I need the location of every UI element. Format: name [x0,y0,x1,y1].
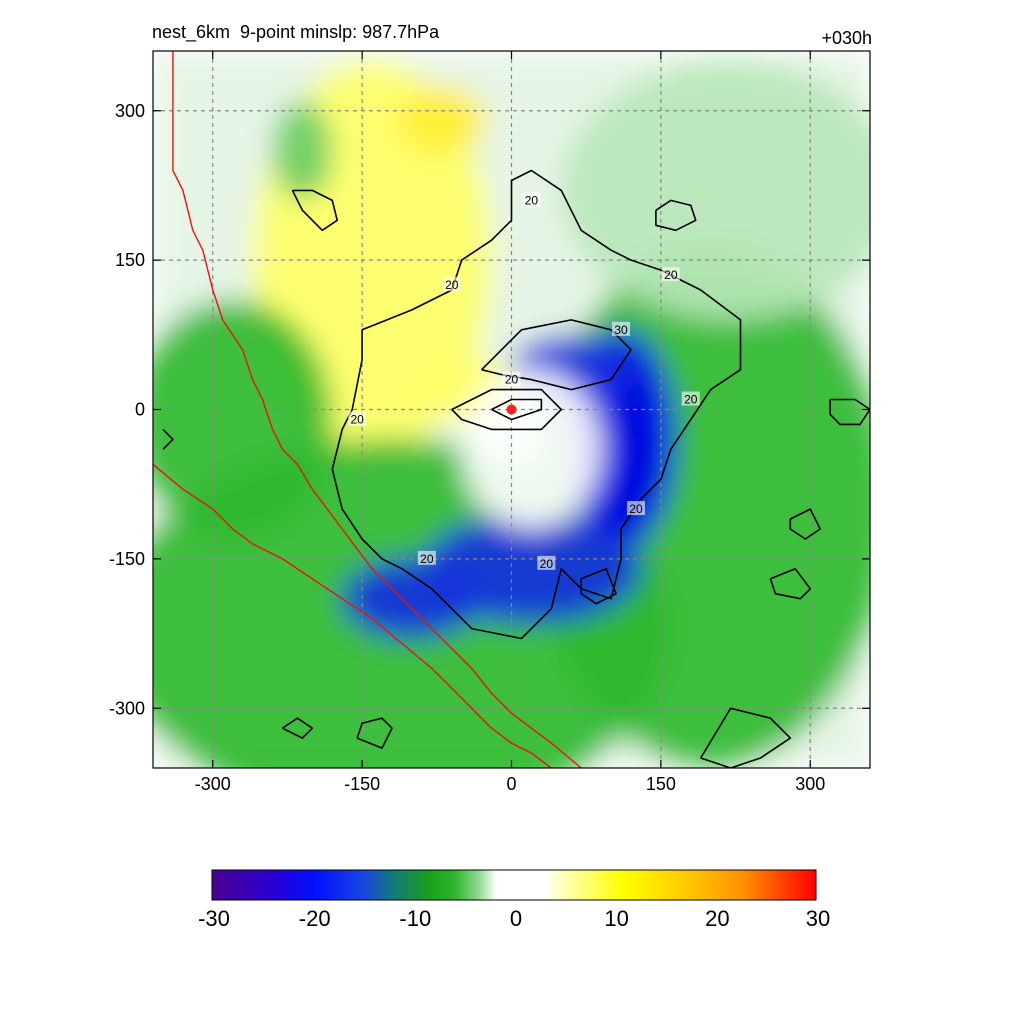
contour-label: 20 [417,550,436,566]
contour-labels: 20 20 20 30 20 20 20 20 20 20 [348,192,700,571]
field-green-west [153,299,333,539]
contour-line [451,388,563,431]
contour-label-bg [626,501,645,516]
contour-label-text: 20 [684,393,698,407]
contour-label: 20 [681,391,700,407]
colorbar-tick-label: 30 [806,906,830,931]
colorbar-tick-label: -10 [399,906,431,931]
contour-line [700,707,792,768]
colorbar-bar [211,869,817,901]
contour-label: 30 [612,321,631,337]
contour-label-bg [681,391,700,406]
y-tick-label: -150 [109,549,145,569]
contour-label: 20 [626,501,645,516]
center-marker-layer [506,404,517,415]
y-tick-label: -300 [109,698,145,718]
x-tick-label: 0 [506,774,516,794]
field-layer [153,51,870,768]
contour-line [769,568,812,600]
boundary-lines [153,51,582,768]
field-blue-arc-southwest [342,558,482,639]
contour-label-text: 30 [614,323,628,337]
contour-label-bg [522,192,541,207]
contour-line [162,428,174,450]
boundary-line [153,463,552,768]
axis-layer: -300 -150 0 150 300 300 150 0 -150 -300 [109,51,870,794]
contour-line [282,717,314,739]
contour-line [789,508,821,540]
contour-line [356,717,393,749]
colorbar-tick-label: -30 [198,906,230,931]
contour-label-text: 20 [505,373,519,387]
contour-label-bg [417,550,436,565]
colorbar-tick-label: -20 [299,906,331,931]
field-green-north [561,60,870,320]
contour-line [655,199,697,232]
colorbar-tick-label: 20 [705,906,729,931]
contour-label-bg [502,371,521,386]
y-tick-label: 0 [135,400,145,420]
contour-line [580,568,617,605]
contour-label: 20 [348,411,367,426]
contour-label: 20 [522,192,541,207]
contour-label-text: 20 [540,557,554,571]
contour-label: 20 [537,555,556,571]
contour-label-text: 20 [525,193,539,207]
y-tick-label: 300 [115,101,145,121]
field-green-northwest-streak [272,100,333,201]
contour-line [491,398,543,421]
y-tick-label: 150 [115,250,145,270]
contour-label: 20 [442,277,461,292]
boundary-line [172,51,582,768]
contour-label-text: 20 [445,278,459,292]
storm-center-marker [506,404,517,415]
field-white-eye [461,369,602,529]
contour-line [291,189,338,232]
contour-label: 20 [661,267,680,282]
colorbar-tick-label: 10 [604,906,628,931]
contour-label-bg [661,267,680,282]
contour-label-text: 20 [420,552,434,566]
contour-label-bg [537,555,556,570]
x-tick-label: 150 [646,774,676,794]
x-tick-label: -150 [344,774,380,794]
contour-label-bg [442,277,461,292]
chart-title: nest_6km 9-point minslp: 987.7hPa [152,22,440,42]
x-tick-label: -300 [195,774,231,794]
field-blobs [153,51,870,768]
contour-line [829,398,870,426]
colorbar: -30 -20 -10 0 10 20 30 [198,869,830,931]
contour-label-bg [612,321,631,336]
x-tick-label: 300 [795,774,825,794]
colorbar-tick-label: 0 [510,906,522,931]
contour-line [331,169,742,640]
contour-label-bg [348,411,367,426]
forecast-hour-label: +030h [821,28,872,48]
contour-label-text: 20 [664,268,678,282]
contour-label: 20 [502,371,521,387]
contour-label-text: 20 [350,412,364,426]
field-yellow-north [396,85,487,156]
contour-label-text: 20 [629,502,643,516]
